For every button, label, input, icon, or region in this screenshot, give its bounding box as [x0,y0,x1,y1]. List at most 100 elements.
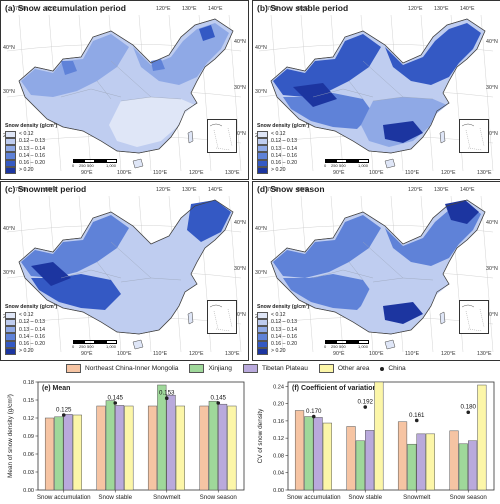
lon-label: 100°E [369,351,384,357]
chart-e-svg: 0.00 0.03 0.06 0.09 0.12 0.15 0.18 Mean of snow… [7,380,245,501]
lat-label: 30°N [234,85,246,91]
density-region [21,34,129,97]
scale-label: 1,000 [106,344,117,349]
lon-label: 130°E [225,170,240,176]
chart-f: 0.00 0.04 0.08 0.12 0.16 0.20 0.24 CV of snow d… [250,376,500,504]
density-legend: Snow density (g/cm³) < 0.12 0.12 – 0.13 0.1… [257,123,309,174]
bar [157,384,167,491]
bar [44,417,55,491]
y-tick-label: 0.12 [23,416,34,422]
china-point [164,396,169,400]
bar [218,403,228,491]
x-tick-label: Snow stable [348,494,382,501]
bar [199,405,209,491]
y-tick-label: 0.24 [273,384,284,390]
legend-class: 0.12 – 0.13 [5,138,57,146]
bar [346,426,356,491]
bar [72,414,82,491]
bar [294,410,305,491]
panel-title: (c) Snowmelt period [5,184,87,194]
scale-label: 0 [324,163,327,168]
china-border [18,199,234,335]
scale-label: 1,000 [106,163,117,168]
y-tick-label: 0.16 [273,419,284,425]
bar [322,422,332,491]
snow-density-map [258,14,494,172]
legend-class: > 0.20 [257,166,309,174]
lon-label: 110°E [153,170,168,176]
x-tick-label: Snow stable [98,494,132,501]
panel-title: (d) Snow season [257,184,325,194]
legend-class: 0.14 – 0.16 [5,333,57,341]
chart-title: (f) Coefficient of variation [292,385,377,392]
hainan-island [132,158,144,169]
lon-label: 120°E [441,170,456,176]
lon-label: 130°E [225,351,240,357]
lon-label: 130°E [477,170,492,176]
legend-item-china: China [380,365,406,372]
bar [477,384,487,491]
density-region [187,200,231,242]
bar [449,430,459,491]
lon-label: 120°E [156,6,171,12]
legend-class: < 0.12 [257,311,309,320]
lon-label: 80°E [297,187,309,193]
lat-label: 30°N [234,266,246,272]
legend-class: 0.12 – 0.13 [257,138,309,146]
china-dot-icon [380,366,385,371]
density-region [21,215,129,278]
legend-item: Northeast China-Inner Mongolia [66,364,178,373]
scale-label: 500 [339,163,346,168]
lon-label: 80°E [297,6,309,12]
china-point [216,401,221,405]
legend-swatch [257,152,268,160]
china-point [61,413,66,417]
bar [374,381,384,491]
scale-label: 0 [72,344,75,349]
lat-label: 40°N [234,220,246,226]
china-point [311,414,316,419]
bar [63,414,73,491]
legend-swatch [5,145,16,153]
lon-label: 70°E [15,187,27,193]
province-borders [60,60,182,102]
lat-label: 40°N [3,45,15,51]
legend-swatch [5,319,16,327]
legend-swatch [5,347,16,355]
legend-class: 0.12 – 0.13 [5,319,57,327]
bar [105,400,115,491]
legend-item: Tibetan Plateau [242,364,308,373]
lon-label: 140°E [460,6,475,12]
density-region [283,274,373,310]
legend-title: Snow density (g/cm³) [257,123,310,130]
lon-label: 90°E [81,351,93,357]
density-region [31,262,71,286]
density-region [293,83,337,107]
taiwan-island [439,311,446,325]
lat-label: 40°N [3,226,15,232]
legend-class: 0.13 – 0.14 [5,326,57,334]
bar [397,421,408,491]
lat-label: 20°N [486,312,498,318]
bar [175,405,185,491]
legend-swatch [257,130,268,139]
density-region [383,121,423,143]
legend-swatch [257,166,268,174]
plot-frame [287,381,495,491]
legend-title: Snow density (g/cm³) [5,304,58,311]
legend-swatch [5,311,16,320]
lon-label: 70°E [267,187,279,193]
province-borders [60,241,182,283]
scale-label: 1,000 [358,344,369,349]
bar [425,433,435,491]
legend-swatch [5,159,16,167]
south-china-sea-inset [459,119,489,153]
bar [166,394,176,491]
china-value-label: 0.192 [358,399,374,406]
lon-label: 120°E [189,351,204,357]
china-value-label: 0.125 [56,407,72,414]
bar [458,443,468,491]
legend-swatch [257,311,268,320]
legend-class: 0.14 – 0.16 [5,152,57,160]
legend-swatch [5,152,16,160]
